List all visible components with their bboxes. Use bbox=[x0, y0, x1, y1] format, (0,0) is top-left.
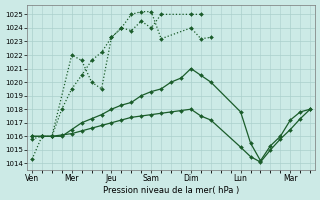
X-axis label: Pression niveau de la mer( hPa ): Pression niveau de la mer( hPa ) bbox=[103, 186, 239, 195]
